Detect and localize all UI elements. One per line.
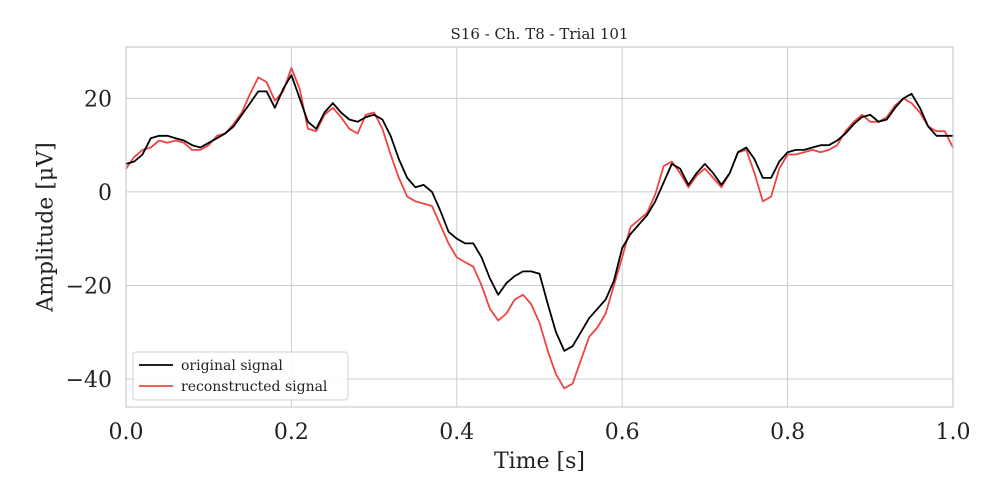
x-tick-label: 1.0 xyxy=(936,420,971,445)
legend-box xyxy=(132,351,349,401)
reconstructed-signal-line xyxy=(125,67,954,390)
chart-title: S16 - Ch. T8 - Trial 101 xyxy=(451,25,629,43)
y-tick-label: −20 xyxy=(66,274,112,299)
x-axis-label: Time [s] xyxy=(494,449,585,474)
x-tick-label: 0.4 xyxy=(439,420,474,445)
y-tick-label: 0 xyxy=(98,181,112,206)
series-layer xyxy=(125,67,954,390)
legend: original signal reconstructed signal xyxy=(132,351,349,401)
x-tick-label: 0.8 xyxy=(770,420,805,445)
plot-area-frame xyxy=(125,46,954,408)
x-tick-label: 0.0 xyxy=(109,420,144,445)
tick-labels: 0.0 0.2 0.4 0.6 0.8 1.0 20 0 −20 −40 xyxy=(66,87,971,445)
x-tick-label: 0.2 xyxy=(274,420,309,445)
y-tick-label: 20 xyxy=(84,87,112,112)
legend-entry-label: reconstructed signal xyxy=(181,379,328,395)
original-signal-line xyxy=(125,74,954,352)
y-axis-label: Amplitude [μV] xyxy=(34,142,59,312)
y-tick-label: −40 xyxy=(66,368,112,393)
grid-lines xyxy=(126,47,953,407)
legend-entry-label: original signal xyxy=(181,358,283,374)
x-tick-label: 0.6 xyxy=(605,420,640,445)
